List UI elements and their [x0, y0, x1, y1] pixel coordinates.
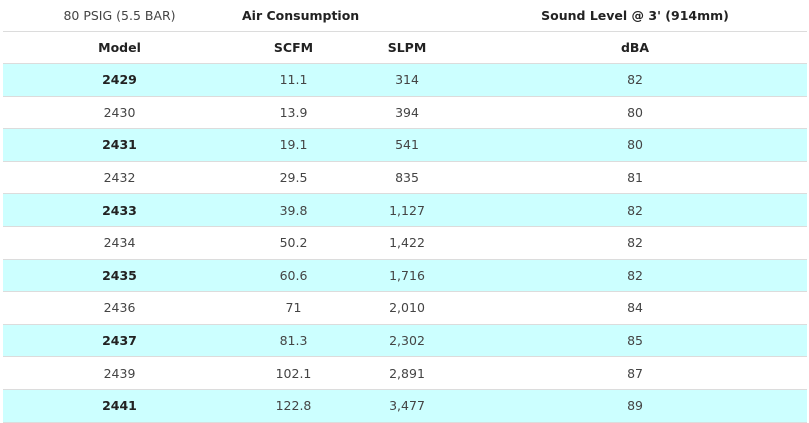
scfm-column-header: SCFM: [236, 31, 351, 64]
model-cell: 2436: [3, 291, 236, 325]
model-cell: 2432: [3, 161, 236, 195]
air-consumption-header: Air Consumption: [236, 0, 464, 32]
pressure-header: 80 PSIG (5.5 BAR): [3, 0, 236, 32]
slpm-cell: 3,477: [351, 389, 464, 423]
scfm-cell: 13.9: [236, 96, 351, 130]
table-row: 2432 29.5 835 81: [3, 161, 808, 195]
column-header-row: Model SCFM SLPM dBA: [3, 31, 808, 64]
spec-table: 80 PSIG (5.5 BAR) Air Consumption Sound …: [3, 0, 808, 423]
scfm-cell: 39.8: [236, 193, 351, 227]
scfm-cell: 60.6: [236, 259, 351, 293]
slpm-cell: 2,010: [351, 291, 464, 325]
slpm-cell: 394: [351, 96, 464, 130]
dba-cell: 80: [463, 96, 808, 130]
table-row: 2436 71 2,010 84: [3, 291, 808, 325]
model-cell: 2433: [3, 193, 236, 227]
model-cell: 2431: [3, 128, 236, 162]
slpm-cell: 835: [351, 161, 464, 195]
dba-cell: 82: [463, 63, 808, 97]
dba-cell: 85: [463, 324, 808, 358]
dba-cell: 82: [463, 259, 808, 293]
slpm-cell: 1,422: [351, 226, 464, 260]
model-cell: 2435: [3, 259, 236, 293]
scfm-cell: 102.1: [236, 356, 351, 390]
slpm-cell: 2,891: [351, 356, 464, 390]
slpm-cell: 314: [351, 63, 464, 97]
model-column-header: Model: [3, 31, 236, 64]
dba-cell: 81: [463, 161, 808, 195]
table-row: 2429 11.1 314 82: [3, 63, 808, 97]
scfm-cell: 29.5: [236, 161, 351, 195]
table-row: 2433 39.8 1,127 82: [3, 193, 808, 227]
dba-cell: 87: [463, 356, 808, 390]
scfm-cell: 81.3: [236, 324, 351, 358]
scfm-cell: 11.1: [236, 63, 351, 97]
table-row: 2435 60.6 1,716 82: [3, 259, 808, 293]
sound-level-header: Sound Level @ 3' (914mm): [463, 0, 808, 32]
dba-cell: 89: [463, 389, 808, 423]
model-cell: 2437: [3, 324, 236, 358]
model-cell: 2441: [3, 389, 236, 423]
dba-cell: 84: [463, 291, 808, 325]
table-row: 2441 122.8 3,477 89: [3, 389, 808, 423]
table-row: 2430 13.9 394 80: [3, 96, 808, 130]
dba-cell: 82: [463, 226, 808, 260]
dba-cell: 80: [463, 128, 808, 162]
slpm-cell: 1,127: [351, 193, 464, 227]
model-cell: 2430: [3, 96, 236, 130]
scfm-cell: 50.2: [236, 226, 351, 260]
scfm-cell: 71: [236, 291, 351, 325]
slpm-column-header: SLPM: [351, 31, 464, 64]
table-row: 2431 19.1 541 80: [3, 128, 808, 162]
slpm-cell: 1,716: [351, 259, 464, 293]
model-cell: 2429: [3, 63, 236, 97]
dba-cell: 82: [463, 193, 808, 227]
model-cell: 2439: [3, 356, 236, 390]
group-header-row: 80 PSIG (5.5 BAR) Air Consumption Sound …: [3, 0, 808, 32]
table-row: 2439 102.1 2,891 87: [3, 356, 808, 390]
dba-column-header: dBA: [463, 31, 808, 64]
slpm-cell: 541: [351, 128, 464, 162]
model-cell: 2434: [3, 226, 236, 260]
table-row: 2434 50.2 1,422 82: [3, 226, 808, 260]
scfm-cell: 122.8: [236, 389, 351, 423]
table-row: 2437 81.3 2,302 85: [3, 324, 808, 358]
slpm-cell: 2,302: [351, 324, 464, 358]
scfm-cell: 19.1: [236, 128, 351, 162]
